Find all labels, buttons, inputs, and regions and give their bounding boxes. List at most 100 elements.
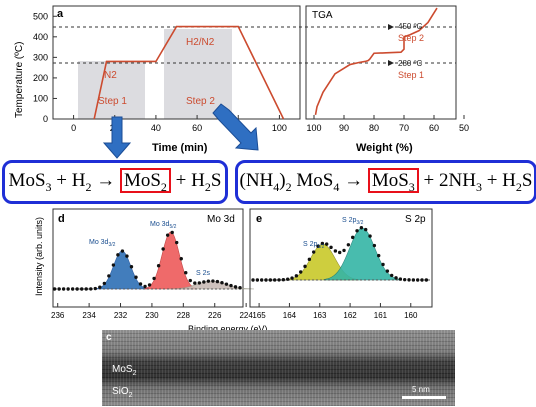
data-point	[70, 287, 75, 291]
n2-region	[78, 61, 145, 119]
data-point	[193, 281, 197, 285]
data-point	[84, 287, 88, 291]
weight-tick-label: 90	[339, 123, 349, 133]
data-point	[75, 287, 79, 291]
data-point	[220, 281, 224, 285]
data-point	[342, 248, 346, 253]
panel-e-peaks	[286, 227, 402, 281]
data-point	[316, 244, 320, 248]
data-point	[156, 264, 161, 268]
tick-label: 234	[82, 311, 96, 320]
data-point	[229, 283, 233, 288]
data-point	[411, 278, 416, 282]
eq1-text: MoS3 + H2 → MoS2 + H2S	[8, 167, 222, 194]
step2-label: Step 2	[186, 96, 215, 107]
data-point	[179, 257, 183, 261]
data-point	[329, 245, 333, 250]
y-axis-label: Temperature (ºC)	[14, 42, 25, 118]
y-tick-label: 200	[33, 73, 48, 83]
y-tick-label: 100	[33, 93, 48, 103]
tick-label: 164	[283, 311, 297, 320]
data-point	[260, 278, 264, 282]
data-point	[307, 257, 312, 262]
tem-texture	[102, 330, 455, 406]
data-point	[80, 287, 84, 291]
data-point	[224, 282, 229, 286]
data-point	[161, 247, 165, 251]
weight-tick-label: 60	[429, 123, 439, 133]
data-point	[255, 278, 260, 282]
tick-label: 228	[177, 311, 191, 320]
data-point	[277, 278, 281, 282]
data-point	[333, 249, 338, 253]
panel-e-data-points	[251, 226, 429, 282]
data-point	[273, 278, 277, 282]
data-point	[320, 241, 325, 246]
right-step1-label: Step 1	[398, 70, 424, 80]
panel-d-peaks	[95, 231, 255, 290]
arrow-450-icon	[388, 24, 394, 30]
data-point	[364, 227, 368, 232]
data-point	[351, 235, 355, 240]
xps-panels: Intensity (arb. units) 236 234 232 230 228 22…	[34, 208, 433, 334]
panel-a-label: a	[57, 8, 64, 20]
y-tick-label: 400	[33, 32, 48, 42]
panel-e-ticks: 165 164 163 162 161 160	[252, 303, 418, 320]
data-point	[338, 250, 342, 255]
data-point	[355, 229, 359, 233]
panel-d-data-points	[52, 230, 242, 291]
data-point	[170, 230, 174, 235]
data-point	[61, 287, 66, 291]
equation-1-box: MoS3 + H2 → MoS2 + H2S	[2, 160, 228, 204]
data-point	[120, 249, 125, 253]
data-point	[346, 243, 351, 247]
tick-label: 163	[313, 311, 327, 320]
weight-tick-label: 70	[399, 123, 409, 133]
data-point	[233, 285, 238, 289]
data-point	[206, 279, 211, 283]
tga-label: TGA	[312, 10, 333, 21]
panel-e-label: e	[256, 213, 262, 225]
time-tick-label: 0	[71, 123, 76, 133]
tga-line	[314, 7, 438, 116]
data-point	[129, 265, 134, 269]
data-point	[303, 264, 307, 269]
y-tick-label: 0	[43, 114, 48, 124]
data-point	[93, 286, 97, 291]
tick-label: 165	[252, 311, 266, 320]
blue-arrow-diagonal-icon	[212, 103, 259, 151]
panel-d-ticks: 236 234 232 230 228 226 224	[51, 303, 253, 320]
mos2-layer-label: MoS2	[112, 364, 137, 377]
data-point	[107, 274, 111, 278]
panel-e-frame	[249, 208, 433, 308]
data-point	[286, 277, 290, 281]
data-point	[238, 286, 242, 290]
data-point	[398, 277, 403, 281]
n2-label: N2	[104, 70, 117, 81]
data-point	[111, 263, 116, 267]
data-point	[385, 269, 390, 273]
eq2-text: (NH4)2 MoS4 → MoS3 + 2NH3 + H2S	[239, 167, 533, 194]
sio2-layer-label: SiO2	[112, 386, 133, 399]
weight-axis-ticks: 100 90 80 70 60 50	[306, 115, 469, 133]
arrows-layer	[102, 103, 259, 159]
tick-label: 162	[343, 311, 357, 320]
tick-label: 232	[114, 311, 128, 320]
data-point	[394, 276, 398, 280]
binding-energy-label: Binding energy (eV)	[188, 324, 268, 334]
data-point	[57, 287, 61, 291]
temp-450-label: 450 ºC	[398, 22, 422, 31]
eq2-mos3-highlight: MoS3	[367, 167, 419, 193]
tem-image: c MoS2 SiO2 5 nm	[102, 330, 455, 406]
panel-e-title: S 2p	[405, 214, 426, 225]
data-point	[268, 278, 273, 282]
weight-tick-label: 100	[306, 123, 321, 133]
time-tick-label: 60	[192, 123, 202, 133]
panel-d-frame	[52, 208, 244, 308]
y-axis-ticks: 0 100 200 300 400 500	[33, 11, 57, 124]
data-point	[359, 226, 364, 230]
tick-label: 160	[404, 311, 418, 320]
data-point	[325, 242, 329, 246]
data-point	[184, 271, 188, 275]
